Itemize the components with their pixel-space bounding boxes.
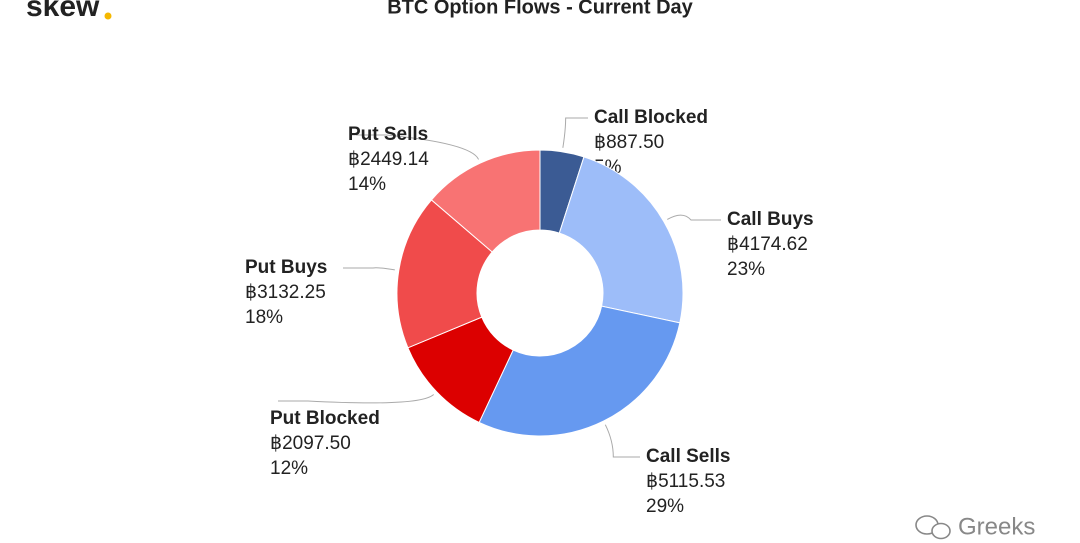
connector xyxy=(562,117,588,148)
slice xyxy=(478,305,681,437)
percent-label: 18% xyxy=(245,307,283,328)
logo: skew xyxy=(26,0,100,23)
connector xyxy=(604,424,640,458)
percent-label: 14% xyxy=(348,174,386,195)
value-label: ฿5115.53 xyxy=(646,471,725,492)
value-label: ฿2097.50 xyxy=(270,433,351,454)
percent-label: 23% xyxy=(727,259,765,280)
value-label: ฿887.50 xyxy=(594,132,664,153)
connector xyxy=(356,134,480,160)
value-label: ฿2449.14 xyxy=(348,149,429,170)
percent-label: 29% xyxy=(646,496,684,517)
slice-label: Put Blocked xyxy=(270,408,380,429)
connector xyxy=(278,394,435,404)
watermark-text: Greeks xyxy=(958,513,1035,540)
slice-label: Call Sells xyxy=(646,446,731,467)
logo-dot xyxy=(104,12,112,20)
slice-label: Put Sells xyxy=(348,124,428,145)
chart-title: BTC Option Flows - Current Day xyxy=(387,0,693,18)
slice-label: Call Buys xyxy=(727,209,814,230)
connector xyxy=(667,214,721,221)
watermark: Greeks xyxy=(915,513,1035,540)
slice xyxy=(430,149,541,253)
value-label: ฿3132.25 xyxy=(245,282,326,303)
value-label: ฿4174.62 xyxy=(727,234,808,255)
slice xyxy=(558,156,684,324)
percent-label: 12% xyxy=(270,458,308,479)
connector xyxy=(343,267,395,271)
slice-label: Call Blocked xyxy=(594,107,708,128)
slice xyxy=(396,199,493,349)
slice-label: Put Buys xyxy=(245,257,327,278)
